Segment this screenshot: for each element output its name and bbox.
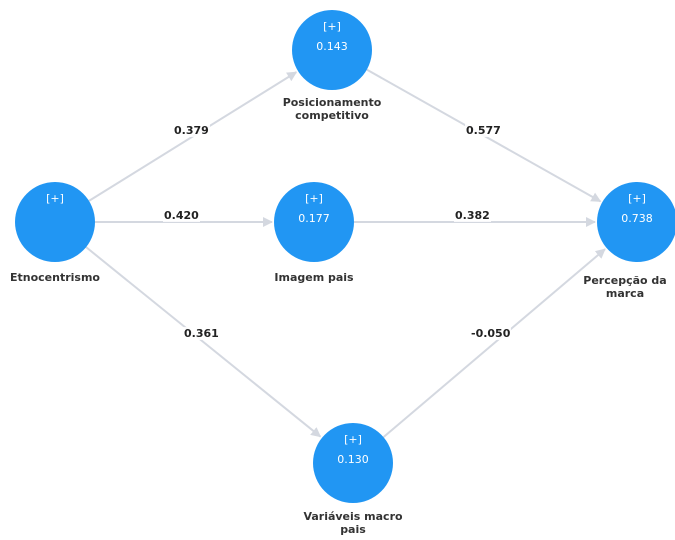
- node-label-line: pais: [340, 523, 366, 536]
- edge-coefficient-imagem-percepcao: 0.382: [454, 209, 491, 222]
- node-label-line: competitivo: [295, 109, 369, 122]
- node-label-variaveis: Variáveis macro pais: [288, 510, 418, 536]
- edge-coefficient-variaveis-percepcao: -0.050: [470, 327, 512, 340]
- r-squared-imagem: 0.177: [298, 212, 330, 225]
- node-label-line: marca: [605, 287, 645, 300]
- node-etnocentrismo[interactable]: [15, 182, 95, 262]
- node-posicionamento[interactable]: [292, 10, 372, 90]
- node-percepcao[interactable]: [597, 182, 675, 262]
- node-label-line: Variáveis macro: [303, 510, 403, 523]
- node-label-line: Posicionamento: [282, 96, 382, 109]
- node-label-posicionamento: Posicionamento competitivo: [267, 96, 397, 122]
- edge-coefficient-etnocentrismo-posicionamento: 0.379: [173, 124, 210, 137]
- edge-coefficient-etnocentrismo-variaveis: 0.361: [183, 327, 220, 340]
- node-label-imagem: Imagem pais: [249, 271, 379, 284]
- expand-toggle-percepcao[interactable]: [+]: [628, 192, 646, 205]
- edge-coefficient-etnocentrismo-imagem: 0.420: [163, 209, 200, 222]
- node-label-line: Etnocentrismo: [10, 271, 100, 284]
- edge-coefficient-posicionamento-percepcao: 0.577: [465, 124, 502, 137]
- node-label-etnocentrismo: Etnocentrismo: [0, 271, 120, 284]
- expand-toggle-etnocentrismo[interactable]: [+]: [46, 192, 64, 205]
- r-squared-variaveis: 0.130: [337, 453, 369, 466]
- node-imagem[interactable]: [274, 182, 354, 262]
- node-label-line: Imagem pais: [274, 271, 354, 284]
- node-label-percepcao: Percepção da marca: [575, 274, 675, 300]
- expand-toggle-imagem[interactable]: [+]: [305, 192, 323, 205]
- node-variaveis[interactable]: [313, 423, 393, 503]
- node-label-line: Percepção da: [583, 274, 667, 287]
- r-squared-posicionamento: 0.143: [316, 40, 348, 53]
- edge-etnocentrismo-variaveis: [85, 246, 322, 438]
- expand-toggle-posicionamento[interactable]: [+]: [323, 20, 341, 33]
- r-squared-percepcao: 0.738: [621, 212, 653, 225]
- expand-toggle-variaveis[interactable]: [+]: [344, 433, 362, 446]
- edge-variaveis-percepcao: [382, 248, 606, 438]
